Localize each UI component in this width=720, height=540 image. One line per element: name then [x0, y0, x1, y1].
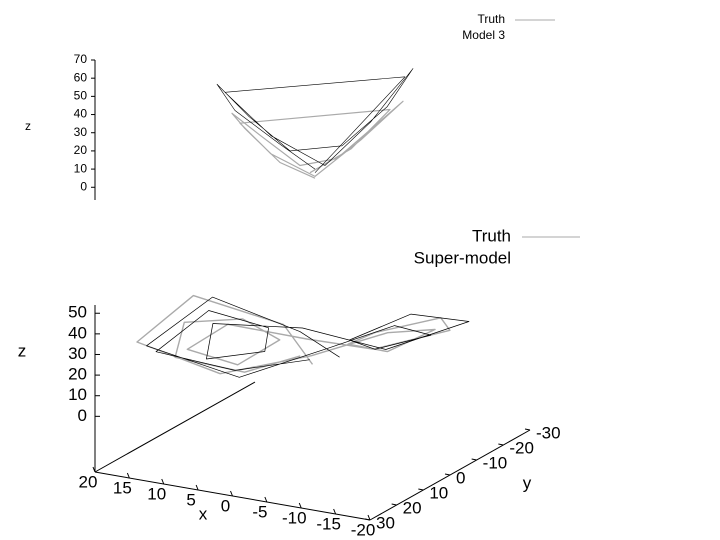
x-tick	[126, 472, 130, 479]
y-tick-label: -10	[483, 453, 508, 472]
x-tick	[367, 514, 371, 521]
x-tick-label: 15	[113, 478, 132, 497]
y-tick	[364, 518, 371, 521]
y-tick	[444, 473, 451, 476]
legend-label: Truth	[472, 226, 511, 245]
trajectory	[146, 296, 470, 378]
trajectory	[136, 294, 451, 375]
z-tick-label: 50	[68, 303, 87, 322]
trajectory	[231, 100, 404, 179]
z-tick-label: 30	[68, 344, 87, 363]
x-tick-label: 10	[147, 484, 166, 503]
x-tick-label: 5	[186, 490, 195, 509]
x-tick-label: 20	[79, 472, 98, 491]
x-tick	[161, 478, 165, 485]
legend-label: Model 3	[462, 28, 505, 42]
z-tick-label: 50	[74, 89, 88, 103]
y-tick	[418, 488, 424, 491]
z-tick-label: 40	[74, 107, 88, 121]
x-tick	[298, 502, 302, 509]
x-tick-label: -5	[252, 502, 267, 521]
x-tick-label: -10	[282, 508, 307, 527]
x-tick	[230, 490, 233, 497]
x-tick	[92, 466, 96, 473]
y-tick-label: -20	[509, 438, 534, 457]
z-axis-label: z	[18, 341, 27, 360]
y-tick-label: 20	[403, 498, 422, 517]
x-tick	[333, 508, 337, 515]
y-tick	[498, 443, 504, 446]
y-tick	[391, 503, 397, 506]
x-tick-label: -15	[316, 514, 341, 533]
legend-label: Truth	[477, 12, 505, 26]
x-tick-label: -20	[351, 520, 376, 539]
y-tick	[524, 428, 531, 431]
x-tick	[264, 496, 268, 503]
y-tick-label: 10	[429, 483, 448, 502]
z-tick-label: 20	[68, 365, 87, 384]
floor-edge	[94, 381, 256, 473]
z-tick-label: 20	[74, 143, 88, 157]
legend-label: Super-model	[414, 248, 511, 267]
z-tick-label: 40	[68, 323, 87, 342]
y-axis-label: y	[523, 473, 532, 492]
z-tick-label: 0	[78, 406, 87, 425]
z-tick-label: 30	[74, 125, 88, 139]
y-tick-label: 30	[376, 513, 395, 532]
y-tick-label: 0	[456, 468, 465, 487]
trajectory	[216, 68, 414, 173]
y-tick-label: -30	[536, 423, 561, 442]
z-tick-label: 60	[74, 70, 88, 84]
z-tick-label: 70	[74, 52, 88, 66]
x-axis-label: x	[199, 504, 208, 523]
z-axis-label: z	[25, 119, 31, 133]
z-tick-label: 10	[68, 385, 87, 404]
x-tick-label: 0	[221, 496, 230, 515]
z-tick-label: 0	[80, 179, 87, 193]
z-tick-label: 10	[74, 161, 88, 175]
x-tick	[195, 484, 199, 491]
y-tick	[471, 458, 477, 461]
